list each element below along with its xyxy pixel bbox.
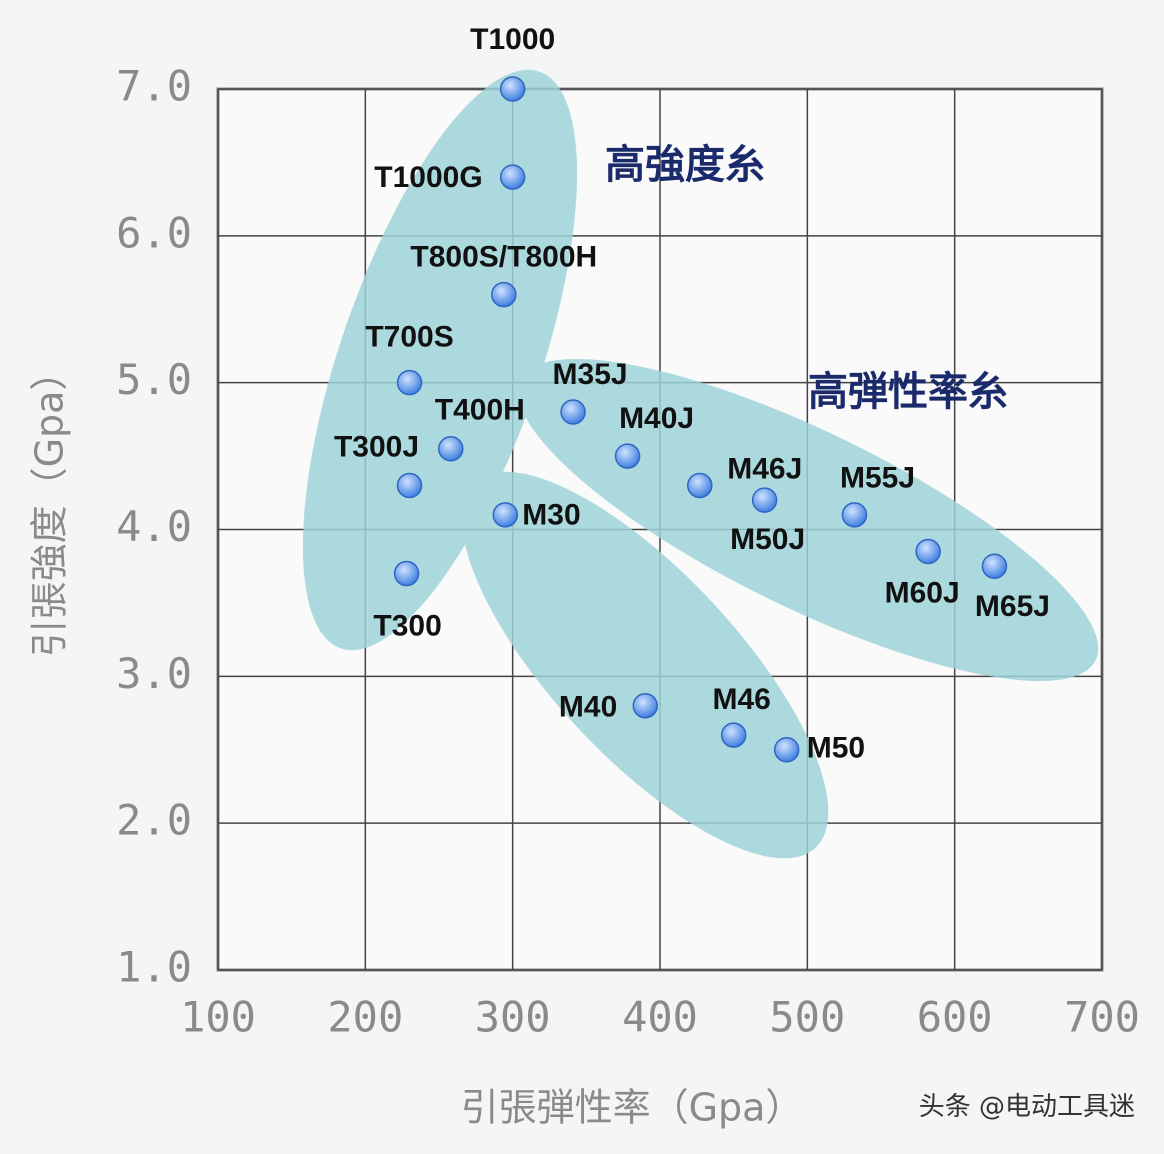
annotation: 高弾性率糸 <box>808 369 1008 415</box>
x-tick-label: 200 <box>327 993 403 1042</box>
y-tick-label: 1.0 <box>116 943 192 992</box>
point-label: T800S/T800H <box>410 240 597 273</box>
point-label: M50 <box>807 732 865 765</box>
x-tick-label: 300 <box>475 993 551 1042</box>
point <box>396 369 423 396</box>
x-tick-label: 500 <box>769 993 845 1042</box>
point <box>560 399 586 425</box>
point-label: T700S <box>365 321 453 354</box>
point-label: M65J <box>975 590 1050 623</box>
watermark: 头条 @电动工具迷 <box>919 1092 1135 1122</box>
annotation: 高強度糸 <box>605 142 765 188</box>
y-tick-label: 5.0 <box>116 355 192 404</box>
point-label: M55J <box>840 462 915 495</box>
point-label: M40 <box>559 691 617 724</box>
point-label: T400H <box>435 394 525 427</box>
point <box>841 502 868 528</box>
x-axis-title: 引張弾性率（Gpa） <box>461 1086 804 1130</box>
point <box>499 76 526 102</box>
point <box>438 435 464 462</box>
y-tick-label: 7.0 <box>116 62 192 111</box>
y-tick-label: 2.0 <box>116 796 192 845</box>
point <box>393 560 420 587</box>
point <box>614 443 641 469</box>
x-tick-label: 700 <box>1064 993 1140 1042</box>
point-label: T300J <box>334 430 419 463</box>
point <box>915 538 941 565</box>
x-tick-label: 600 <box>917 993 993 1042</box>
region-high-modulus <box>517 358 1099 682</box>
point-label: T1000 <box>470 23 555 56</box>
point <box>687 472 713 499</box>
region-high-strength <box>302 69 578 651</box>
point <box>981 553 1008 579</box>
point-label: M50J <box>730 523 805 556</box>
y-axis-title: 引張強度（Gpa） <box>28 353 72 658</box>
point <box>492 502 519 528</box>
point <box>751 487 778 513</box>
x-tick-label: 400 <box>622 993 698 1042</box>
point-label: M30 <box>522 499 580 532</box>
x-tick-label: 100 <box>180 993 256 1042</box>
point <box>491 281 517 308</box>
region-standard <box>461 471 829 859</box>
point-label: M40J <box>619 402 694 435</box>
point-label: M60J <box>885 576 960 609</box>
y-tick-label: 3.0 <box>116 649 192 698</box>
point <box>773 737 800 763</box>
point-label: T300 <box>373 609 441 642</box>
point-label: M46 <box>712 683 770 716</box>
point-label: M46J <box>727 452 802 485</box>
y-tick-label: 4.0 <box>116 502 192 551</box>
point-label: M35J <box>553 358 628 391</box>
point <box>720 722 747 748</box>
point <box>499 164 526 190</box>
point-label: T1000G <box>374 161 482 194</box>
regions <box>302 69 1099 859</box>
point <box>396 472 423 499</box>
point <box>632 692 659 719</box>
y-tick-label: 6.0 <box>116 208 192 257</box>
